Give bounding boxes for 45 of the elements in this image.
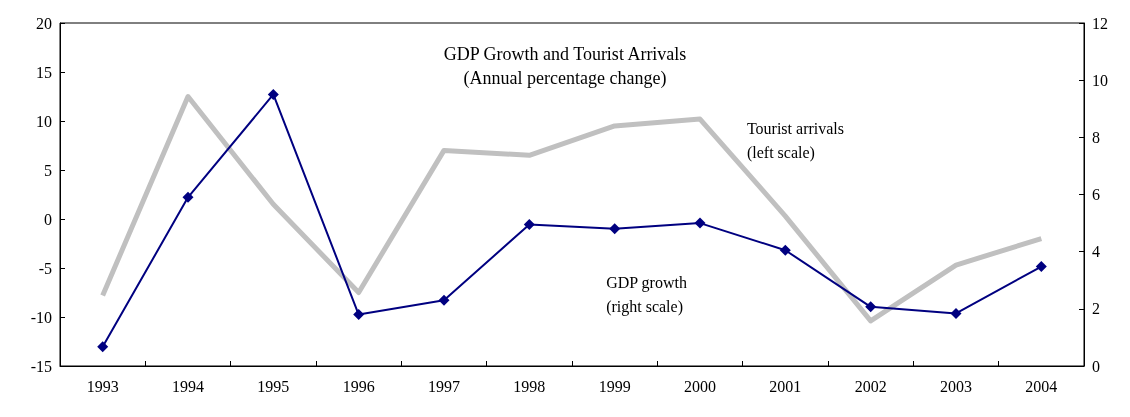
- point: [609, 223, 621, 235]
- point: [865, 301, 877, 313]
- y2-tick-label: 4: [1092, 243, 1100, 261]
- y-tick-label: 20: [36, 14, 52, 32]
- point: [97, 341, 109, 353]
- point: [1035, 261, 1047, 273]
- point: [779, 244, 791, 256]
- y-tick-label: 15: [36, 63, 52, 81]
- point: [950, 307, 962, 319]
- point: [182, 191, 194, 203]
- x-tick-label: 1996: [342, 377, 375, 395]
- y2-tick-label: 0: [1092, 357, 1100, 375]
- y2-tick-label: 8: [1092, 128, 1100, 146]
- y2-tick-label: 12: [1092, 14, 1108, 32]
- point: [694, 217, 706, 229]
- y-tick-label: -15: [30, 357, 52, 375]
- text: (Annual percentage change): [463, 68, 667, 89]
- x-tick-label: 2004: [1025, 377, 1058, 395]
- x-tick-label: 2000: [684, 377, 716, 395]
- text: GDP growth: [606, 273, 687, 292]
- y2-tick-label: 10: [1092, 71, 1108, 89]
- x-tick-label: 1993: [86, 377, 119, 395]
- y-tick-label: -5: [38, 259, 52, 277]
- x-tick-label: 1997: [428, 377, 460, 395]
- y2-tick-label: 2: [1092, 300, 1100, 318]
- point: [267, 88, 279, 100]
- annotation: (right scale): [606, 297, 683, 316]
- x-tick-label: 2002: [854, 377, 887, 395]
- x-tick-label: 1994: [172, 377, 204, 395]
- x-tick-label: 2003: [940, 377, 972, 395]
- point: [353, 309, 365, 321]
- point: [523, 219, 535, 231]
- point: [438, 294, 450, 306]
- series-label: Tourist arrivals: [746, 119, 845, 137]
- y-tick-label: -10: [30, 308, 52, 326]
- x-tick-label: 1995: [257, 377, 290, 395]
- y-tick-label: 5: [44, 161, 52, 179]
- y-tick-label: 0: [44, 210, 52, 228]
- x-tick-label: 2001: [769, 377, 802, 395]
- x-tick-label: 1998: [513, 377, 546, 395]
- x-tick-label: 1999: [598, 377, 631, 395]
- text: GDP Growth and Tourist Arrivals: [443, 44, 687, 64]
- y2-tick-label: 6: [1092, 186, 1100, 203]
- annotation: (left scale): [746, 143, 815, 162]
- y-tick-label: 10: [36, 112, 52, 130]
